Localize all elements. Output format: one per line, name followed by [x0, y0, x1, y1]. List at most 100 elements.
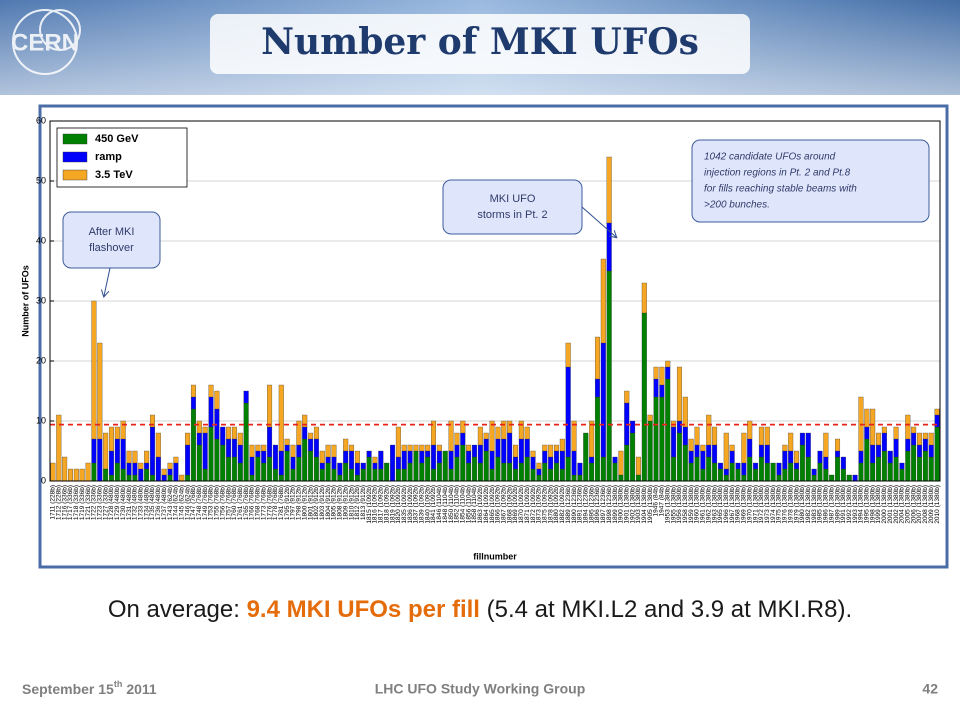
- bar-segment: [606, 270, 612, 482]
- x-tick-label: 1864 (1092b): [483, 485, 490, 524]
- bar-segment: [202, 468, 208, 482]
- annotation-box: [62, 211, 161, 269]
- bar-segment: [460, 432, 466, 446]
- bar-segment: [659, 396, 665, 482]
- bar-segment: [185, 444, 191, 476]
- x-tick-label: 1985 (1380b): [817, 485, 824, 524]
- x-tick-label: 1747 (768b): [190, 485, 197, 520]
- bar-segment: [73, 468, 79, 482]
- x-tick-label: 1987 (1380b): [828, 485, 835, 524]
- x-tick-label: 1965 (1380b): [717, 485, 724, 524]
- bar-segment: [653, 396, 659, 482]
- bar-segment: [91, 438, 97, 464]
- x-tick-label: 1817 (1092b): [378, 485, 385, 524]
- footer-date-year: 2011: [126, 681, 157, 697]
- bar-segment: [202, 426, 208, 434]
- bar-segment: [565, 456, 571, 482]
- x-tick-label: 1875 (1092b): [541, 485, 548, 524]
- x-tick-label: 1839 (1092b): [419, 485, 426, 524]
- x-tick-label: 1850 (1104b): [448, 485, 455, 523]
- bar-segment: [928, 456, 934, 482]
- bar-segment: [401, 450, 407, 470]
- bar-segment: [805, 432, 811, 458]
- x-tick-label: 1902 (1380b): [629, 485, 636, 524]
- x-tick-label: 1801 (912b): [307, 485, 314, 520]
- bar-segment: [401, 444, 407, 452]
- bar-segment: [712, 462, 718, 482]
- x-tick-label: 1995 (1380b): [864, 485, 871, 524]
- x-tick-label: 1727 (336b): [102, 485, 109, 520]
- x-tick-label: 1947 (84b): [659, 485, 666, 516]
- x-tick-label: 2002 (1380b): [893, 485, 900, 524]
- bar-segment: [600, 456, 606, 482]
- bar-segment: [243, 390, 249, 404]
- bar-segment: [483, 450, 489, 482]
- bar-segment: [788, 432, 794, 452]
- x-tick-label: 1803 (912b): [319, 485, 326, 520]
- bar-segment: [395, 426, 401, 458]
- bar-segment: [454, 444, 460, 458]
- bar-segment: [635, 456, 641, 476]
- bar-segment: [507, 432, 513, 464]
- bar-segment: [302, 438, 308, 482]
- x-tick-label: 1955 (1380b): [670, 485, 677, 524]
- bar-segment: [717, 468, 723, 482]
- bar-segment: [530, 468, 536, 482]
- bar-segment: [372, 468, 378, 482]
- bar-segment: [448, 420, 454, 452]
- annotation-arrow: [581, 206, 616, 237]
- bar-segment: [354, 462, 360, 476]
- bar-segment: [331, 456, 337, 470]
- bar-segment: [706, 444, 712, 458]
- x-tick-label: 1891 (1236b): [577, 485, 584, 524]
- x-tick-label: 1800 (912b): [301, 485, 308, 520]
- bar-segment: [577, 474, 583, 482]
- bar-segment: [472, 444, 477, 458]
- bar-segment: [688, 462, 694, 482]
- bar-segment: [741, 462, 747, 476]
- x-tick-label: 1983 (1380b): [811, 485, 818, 524]
- bar-segment: [723, 432, 729, 470]
- x-tick-label: 2004 (1380b): [899, 485, 906, 524]
- bar-segment: [688, 450, 694, 464]
- x-tick-label: 1899 (1380b): [612, 485, 619, 524]
- bar-segment: [208, 426, 214, 482]
- x-tick-label: 1746 (624b): [184, 485, 191, 520]
- x-tick-label: 1729 (480b): [114, 485, 121, 520]
- bar-segment: [876, 432, 882, 446]
- bar-segment: [553, 444, 559, 452]
- bar-segment: [846, 474, 852, 482]
- bar-segment: [413, 450, 419, 482]
- bar-segment: [226, 426, 232, 440]
- bar-segment: [864, 426, 870, 440]
- x-tick-label: 1712 (228b): [56, 485, 63, 520]
- bar-segment: [343, 450, 349, 464]
- bar-segment: [120, 420, 126, 440]
- bar-segment: [419, 450, 425, 464]
- bar-segment: [870, 444, 876, 464]
- bar-segment: [495, 426, 501, 440]
- bar-segment: [126, 450, 132, 464]
- y-tick-label: 10: [36, 415, 46, 425]
- y-tick-label: 0: [41, 475, 46, 485]
- bar-segment: [185, 432, 191, 446]
- plot-frame: [49, 120, 941, 482]
- bar-segment: [536, 468, 542, 476]
- bar-segment: [577, 462, 583, 476]
- bar-segment: [676, 366, 682, 422]
- bar-segment: [794, 468, 800, 482]
- bar-segment: [893, 456, 899, 482]
- bar-segment: [179, 474, 185, 482]
- bar-segment: [155, 432, 161, 458]
- bar-segment: [559, 450, 565, 470]
- x-tick-label: 2005 (1380b): [905, 485, 912, 524]
- bar-segment: [284, 444, 290, 452]
- x-tick-label: 1969 (1380b): [741, 485, 748, 524]
- bar-segment: [231, 426, 237, 440]
- bar-segment: [325, 456, 331, 464]
- x-tick-label: 1805 (912b): [331, 485, 338, 520]
- bar-segment: [261, 462, 267, 482]
- bar-segment: [249, 474, 255, 482]
- bar-segment: [454, 432, 460, 446]
